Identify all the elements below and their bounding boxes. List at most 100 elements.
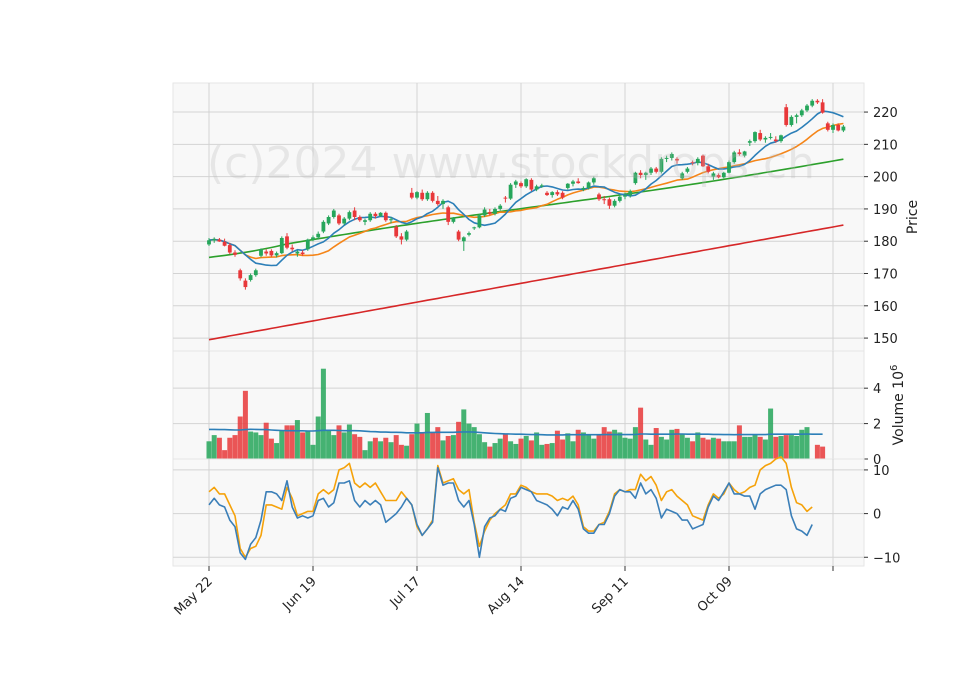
volume-bar <box>648 444 654 459</box>
volume-bar <box>778 435 784 459</box>
volume-bar <box>762 439 768 459</box>
candle-down <box>820 102 825 113</box>
volume-bar <box>378 441 384 459</box>
candle-down <box>352 210 357 217</box>
candle-down <box>825 123 830 130</box>
candle-up <box>415 192 419 198</box>
volume-bar <box>258 435 264 459</box>
candle-up <box>482 209 487 216</box>
volume-panel: 0 2 4 Volume 106 <box>172 350 907 468</box>
candle-up <box>742 151 747 156</box>
volume-bar <box>367 441 373 459</box>
candle-up <box>727 162 731 173</box>
volume-bar <box>222 450 228 459</box>
volume-bar <box>757 436 763 459</box>
candle-up <box>789 116 794 125</box>
candle-up <box>347 212 352 219</box>
volume-bar <box>799 429 805 459</box>
panel-background <box>172 82 865 352</box>
volume-bar <box>664 439 670 459</box>
candle-down <box>706 166 711 172</box>
candle-up <box>321 221 326 232</box>
volume-bar <box>414 423 420 459</box>
volume-bar <box>788 435 794 459</box>
volume-bar <box>612 429 618 459</box>
volume-bar <box>518 438 524 459</box>
candle-up <box>628 191 633 196</box>
volume-bar <box>591 438 597 459</box>
volume-bar <box>679 434 685 459</box>
x-tick-label: Oct 09 <box>695 574 736 615</box>
y-tick-label: −10 <box>873 551 900 566</box>
price-panel: 150 160 170 180 190 200 210 220 Price <box>172 82 921 352</box>
y-tick-label: 150 <box>873 332 898 347</box>
candle-down <box>222 241 227 246</box>
candle-up <box>212 238 217 241</box>
volume-bar <box>492 443 498 459</box>
candle-up <box>831 124 835 130</box>
volume-bar <box>783 435 789 459</box>
candle-up <box>794 115 799 117</box>
volume-bar <box>471 427 477 459</box>
volume-bar <box>300 432 306 459</box>
candle-up <box>326 217 331 224</box>
candle-down <box>285 236 289 248</box>
volume-bar <box>482 442 488 459</box>
volume-bar <box>700 437 706 459</box>
volume-bar <box>742 436 748 459</box>
candle-up <box>659 158 664 172</box>
candle-up <box>311 237 315 240</box>
volume-bar <box>274 443 280 459</box>
volume-bar <box>216 437 222 459</box>
candle-down <box>519 183 523 187</box>
candle-down <box>555 192 560 195</box>
candle-up <box>467 233 471 235</box>
y-tick-label: 160 <box>873 300 898 315</box>
candle-down <box>217 239 222 242</box>
x-tick-label: Aug 14 <box>485 574 528 617</box>
candle-up <box>207 240 211 245</box>
volume-bar <box>456 421 462 459</box>
volume-bar <box>596 434 602 459</box>
volume-bar <box>242 390 248 459</box>
watermark: (c)2024 www.stockdrops.ch <box>207 138 815 189</box>
candle-down <box>675 158 679 161</box>
candle-up <box>612 200 617 206</box>
candle-up <box>477 215 482 228</box>
candle-up <box>253 270 258 276</box>
volume-bar <box>383 437 389 459</box>
candle-up <box>498 205 503 209</box>
candle-up <box>363 220 367 222</box>
volume-bar <box>362 450 368 459</box>
candle-up <box>305 239 310 250</box>
candle-up <box>753 132 757 142</box>
volume-bar <box>440 440 446 459</box>
volume-bar <box>570 441 576 459</box>
candle-down <box>373 213 378 217</box>
volume-bar <box>710 437 716 459</box>
volume-bar <box>580 432 586 459</box>
candle-down <box>383 212 388 221</box>
candle-down <box>269 250 274 256</box>
candle-down <box>233 252 237 255</box>
volume-bar <box>450 435 456 459</box>
volume-bar <box>617 432 623 459</box>
y-tick-label: 180 <box>873 235 898 250</box>
volume-bar <box>409 434 415 459</box>
candle-up <box>331 210 336 217</box>
volume-bar <box>690 441 696 459</box>
volume-bar <box>773 436 779 459</box>
candle-up <box>591 178 596 183</box>
candle-down <box>487 212 492 214</box>
candle-up <box>404 231 409 240</box>
x-tick-label: Sep 11 <box>589 574 632 617</box>
volume-bar <box>726 441 732 459</box>
candle-up <box>649 168 653 173</box>
candle-up <box>669 154 674 158</box>
candle-down <box>238 270 243 279</box>
y-tick-label: 0 <box>873 508 881 523</box>
candle-down <box>420 192 425 200</box>
volume-ma-line <box>209 428 823 436</box>
candle-up <box>586 182 591 188</box>
